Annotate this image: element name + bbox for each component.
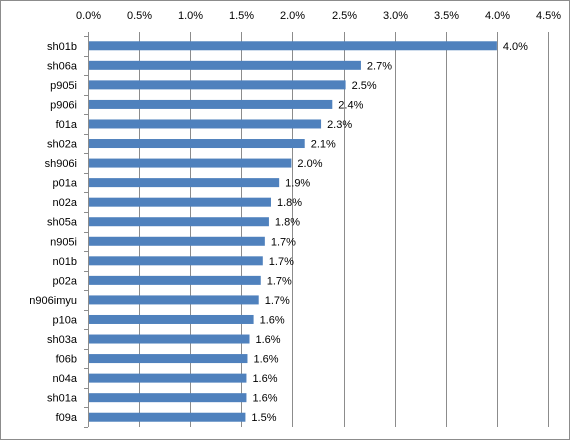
x-tick-label: 4.5%: [536, 10, 561, 22]
bar: [89, 314, 254, 324]
category-label: p01a: [53, 178, 78, 190]
data-label: 2.7%: [367, 60, 392, 72]
category-label: n02a: [53, 197, 78, 209]
category-label: f09a: [56, 412, 78, 424]
data-label: 1.9%: [285, 178, 310, 190]
bar: [89, 275, 261, 285]
category-label: n01b: [53, 256, 77, 268]
data-label: 1.6%: [253, 354, 278, 366]
bar: [89, 412, 246, 422]
data-label: 1.7%: [265, 295, 290, 307]
x-tick-label: 3.0%: [383, 10, 408, 22]
category-label: sh01a: [47, 393, 78, 405]
data-label: 2.3%: [327, 119, 352, 131]
data-label: 1.7%: [269, 256, 294, 268]
category-label: p10a: [53, 314, 78, 326]
data-label: 4.0%: [503, 41, 528, 53]
bars: [89, 41, 497, 422]
bar: [89, 334, 250, 344]
bar: [89, 373, 247, 383]
gridlines: [88, 36, 549, 427]
category-label: f01a: [56, 119, 78, 131]
bar: [89, 197, 271, 207]
data-label: 1.6%: [252, 393, 277, 405]
data-label: 1.7%: [267, 275, 292, 287]
category-axis: sh01b sh06a p905i p906i f01a sh02a sh906i p01a n…: [29, 36, 89, 428]
x-tick-label: 4.0%: [485, 10, 510, 22]
x-tick-label: 2.0%: [280, 10, 305, 22]
bar: [89, 41, 497, 51]
data-labels: 4.0% 2.7% 2.5% 2.4% 2.3% 2.1% 2.0% 1.9% 1.8% 1.8%…: [251, 41, 528, 424]
category-label: f06b: [56, 354, 77, 366]
data-label: 1.8%: [275, 217, 300, 229]
category-label: sh03a: [47, 334, 78, 346]
data-label: 1.6%: [260, 314, 285, 326]
data-label: 1.6%: [256, 334, 281, 346]
category-label: sh02a: [47, 139, 78, 151]
data-label: 2.4%: [338, 99, 363, 111]
x-tick-label: 3.5%: [434, 10, 459, 22]
x-tick-label: 0.0%: [76, 10, 101, 22]
category-label: n906imyu: [29, 295, 77, 307]
x-tick-label: 2.5%: [332, 10, 357, 22]
x-tick-label: 0.5%: [127, 10, 152, 22]
data-label: 2.0%: [297, 158, 322, 170]
bar: [89, 158, 292, 168]
x-tick-label: 1.5%: [229, 10, 254, 22]
bar: [89, 139, 305, 149]
bar: [89, 256, 263, 266]
bar: [89, 393, 247, 403]
bar: [89, 60, 361, 70]
x-tick-label: 1.0%: [178, 10, 203, 22]
bar: [89, 80, 346, 90]
category-label: n905i: [50, 236, 77, 248]
data-label: 1.7%: [271, 236, 296, 248]
bar: [89, 217, 269, 227]
category-label: sh05a: [47, 217, 78, 229]
x-axis: 0.0% 0.5% 1.0% 1.5% 2.0% 2.5% 3.0% 3.5% 4.0% 4.5%: [76, 10, 561, 36]
category-label: sh06a: [47, 60, 78, 72]
bar: [89, 99, 333, 109]
data-label: 1.8%: [277, 197, 302, 209]
bar: [89, 119, 322, 129]
category-label: p02a: [53, 275, 78, 287]
data-label: 1.6%: [252, 373, 277, 385]
bar: [89, 178, 280, 188]
data-label: 2.5%: [352, 80, 377, 92]
category-label: sh906i: [45, 158, 77, 170]
data-label: 2.1%: [311, 139, 336, 151]
category-label: n04a: [53, 373, 78, 385]
category-label: p906i: [50, 99, 77, 111]
bar: [89, 295, 259, 305]
bar: [89, 236, 265, 246]
category-label: sh01b: [47, 41, 77, 53]
category-label: p905i: [50, 80, 77, 92]
bar: [89, 354, 248, 364]
data-label: 1.5%: [251, 412, 276, 424]
